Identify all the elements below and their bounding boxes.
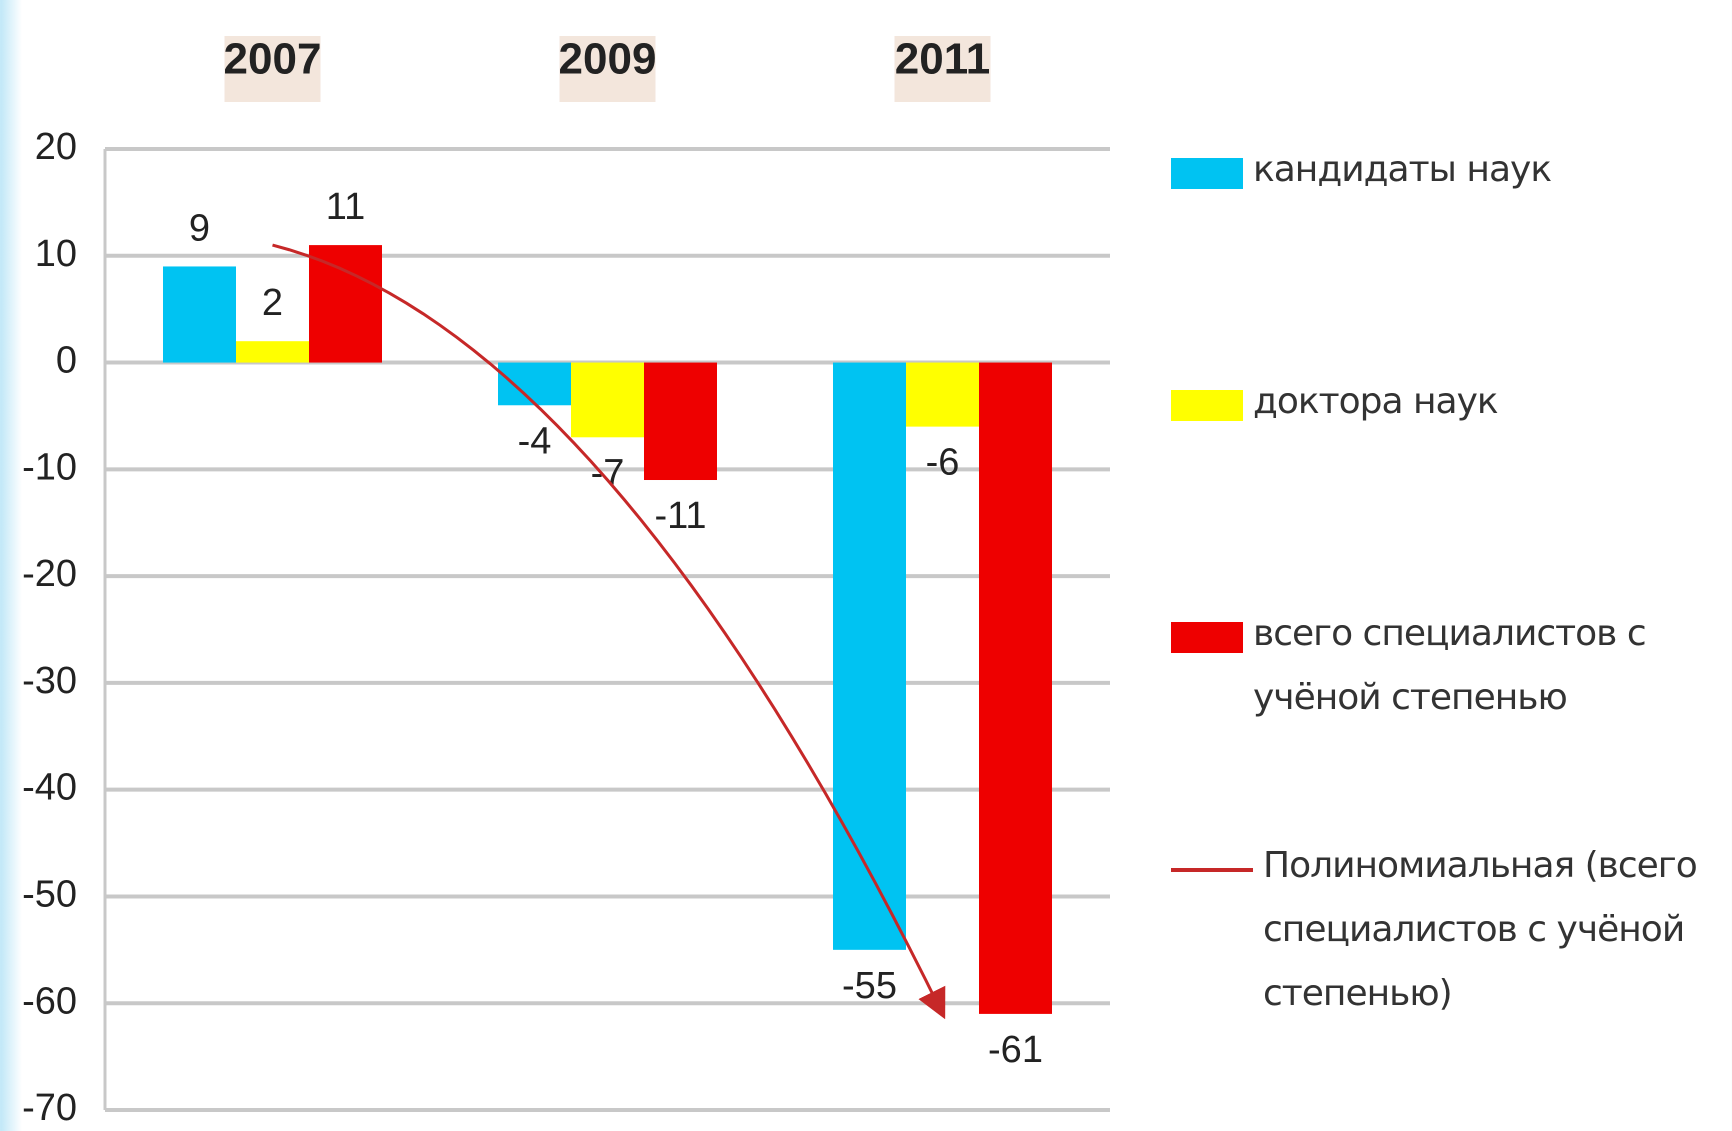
legend-swatch bbox=[1171, 622, 1243, 653]
legend-entry: Полиномиальная (всего специалистов с учё… bbox=[1171, 846, 1732, 1026]
data-label: 11 bbox=[326, 186, 365, 228]
category-label: 2007 bbox=[224, 35, 322, 84]
data-label: 9 bbox=[189, 207, 210, 249]
legend-label: Полиномиальная (всего специалистов с учё… bbox=[1263, 834, 1732, 1026]
y-tick-label: 10 bbox=[35, 233, 77, 275]
y-tick-label: -70 bbox=[22, 1087, 77, 1129]
data-label: -55 bbox=[842, 965, 897, 1007]
legend-entry: доктора наук bbox=[1171, 382, 1732, 434]
legend-swatch bbox=[1171, 390, 1243, 421]
legend-label: доктора наук bbox=[1253, 370, 1732, 434]
y-tick-label: -50 bbox=[22, 873, 77, 915]
category-label: 2011 bbox=[895, 35, 990, 84]
bar bbox=[906, 363, 979, 427]
y-tick-label: 20 bbox=[35, 126, 77, 168]
page: -70 -60 -50 -40 -30 -20 -10 0 10 20 2007 9 2 11 2009 -4… bbox=[0, 0, 1732, 1131]
y-tick-label: -40 bbox=[22, 767, 77, 809]
legend-swatch bbox=[1171, 158, 1243, 189]
data-label: -4 bbox=[518, 420, 552, 462]
bar bbox=[644, 363, 717, 480]
y-tick-label: -10 bbox=[22, 446, 77, 488]
legend-entry: всего специалистов с учёной степенью bbox=[1171, 614, 1732, 730]
legend-swatch bbox=[1171, 868, 1253, 872]
bar bbox=[571, 363, 644, 438]
data-label: -7 bbox=[591, 452, 625, 494]
bar bbox=[979, 363, 1052, 1014]
data-label: -61 bbox=[988, 1029, 1043, 1071]
data-label: -11 bbox=[654, 495, 706, 537]
legend-entry: кандидаты наук bbox=[1171, 150, 1732, 202]
bar bbox=[498, 363, 571, 406]
bar bbox=[236, 341, 309, 362]
y-tick-label: -30 bbox=[22, 660, 77, 702]
legend-label: всего специалистов с учёной степенью bbox=[1253, 602, 1732, 730]
bar bbox=[309, 245, 382, 362]
y-tick-label: -20 bbox=[22, 553, 77, 595]
category-label: 2009 bbox=[559, 35, 657, 84]
bar bbox=[163, 266, 236, 362]
data-label: -6 bbox=[926, 442, 960, 484]
y-tick-label: 0 bbox=[56, 340, 77, 382]
legend-label: кандидаты наук bbox=[1253, 138, 1732, 202]
data-label: 2 bbox=[262, 282, 283, 324]
y-tick-label: -60 bbox=[22, 980, 77, 1022]
bar bbox=[833, 363, 906, 950]
